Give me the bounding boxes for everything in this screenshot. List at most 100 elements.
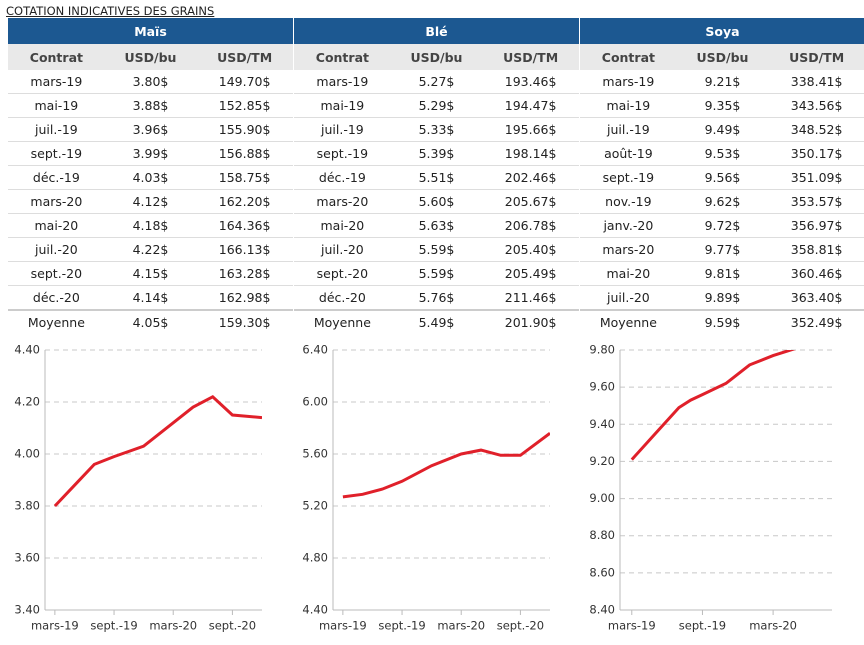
table-cell: sept.-19 [580, 165, 677, 190]
table-cell: sept.-19 [8, 141, 105, 166]
table-cell: 5.63$ [390, 213, 483, 238]
column-header: USD/bu [676, 44, 769, 70]
column-header: USD/bu [104, 44, 197, 70]
group-header: Blé [294, 18, 579, 44]
table-row: mars-19 9.21$ 338.41$ [580, 70, 864, 94]
table-row: juil.-20 5.59$ 205.40$ [294, 237, 579, 262]
y-tick-label: 9.60 [589, 380, 615, 394]
table-row: déc.-19 4.03$ 158.75$ [8, 165, 293, 190]
column-header: USD/TM [768, 44, 864, 70]
y-tick-label: 4.00 [14, 447, 40, 461]
y-tick-label: 5.60 [302, 447, 328, 461]
table-row: août-19 9.53$ 350.17$ [580, 141, 864, 166]
x-tick-label: mars-19 [608, 619, 656, 633]
table-cell: 352.49$ [768, 309, 864, 334]
price-table: Maïs Contrat USD/bu USD/TM mars-19 3.80$ 149.7… [8, 18, 293, 334]
x-tick-label: sept.-20 [209, 619, 256, 633]
price-table: Blé Contrat USD/bu USD/TM mars-19 5.27$ 193.46… [294, 18, 579, 334]
table-cell: 5.33$ [390, 117, 483, 142]
table-cell: 9.77$ [676, 237, 769, 262]
table-cell: 4.18$ [104, 213, 197, 238]
table-row: Moyenne 9.59$ 352.49$ [580, 309, 864, 334]
table-cell: 4.05$ [104, 309, 197, 334]
table-row: mars-19 3.80$ 149.70$ [8, 70, 293, 94]
table-cell: 5.51$ [390, 165, 483, 190]
table-cell: 9.62$ [676, 189, 769, 214]
table-cell: Moyenne [294, 309, 391, 334]
table-cell: 351.09$ [768, 165, 864, 190]
column-header: USD/TM [196, 44, 293, 70]
table-cell: 4.12$ [104, 189, 197, 214]
x-tick-label: sept.-19 [90, 619, 137, 633]
table-cell: 152.85$ [196, 93, 293, 118]
table-cell: 149.70$ [196, 70, 293, 94]
table-cell: déc.-19 [8, 165, 105, 190]
table-cell: mai-20 [580, 261, 677, 286]
price-line [342, 431, 550, 499]
column-header: Contrat [580, 44, 677, 70]
table-cell: 193.46$ [482, 70, 579, 94]
table-cell: sept.-20 [8, 261, 105, 286]
table-cell: 5.29$ [390, 93, 483, 118]
table-row: mai-20 4.18$ 164.36$ [8, 213, 293, 238]
y-tick-label: 8.40 [589, 603, 615, 617]
table-cell: 201.90$ [482, 309, 579, 334]
group-header-row: Maïs [8, 18, 293, 44]
table-cell: sept.-20 [294, 261, 391, 286]
table-cell: Moyenne [8, 309, 105, 334]
y-tick-label: 4.20 [14, 395, 40, 409]
table-row: mai-20 5.63$ 206.78$ [294, 213, 579, 238]
table-cell: mai-20 [8, 213, 105, 238]
table-row: sept.-19 3.99$ 156.88$ [8, 141, 293, 166]
table-cell: 5.59$ [390, 237, 483, 262]
table-row: juil.-19 9.49$ 348.52$ [580, 117, 864, 142]
price-line [630, 350, 796, 461]
y-tick-label: 5.20 [302, 499, 328, 513]
table-cell: 9.21$ [676, 70, 769, 94]
table-cell: 343.56$ [768, 93, 864, 118]
table-row: sept.-19 9.56$ 351.09$ [580, 165, 864, 190]
table-row: juil.-20 4.22$ 166.13$ [8, 237, 293, 262]
table-row: Moyenne 5.49$ 201.90$ [294, 309, 579, 334]
column-header-row: Contrat USD/bu USD/TM [580, 44, 864, 70]
x-tick-label: mars-19 [319, 619, 367, 633]
table-cell: 9.35$ [676, 93, 769, 118]
table-cell: 9.59$ [676, 309, 769, 334]
x-tick-label: mars-19 [31, 619, 79, 633]
table-cell: 202.46$ [482, 165, 579, 190]
column-header: USD/TM [482, 44, 579, 70]
y-tick-label: 3.40 [14, 603, 40, 617]
table-cell: 155.90$ [196, 117, 293, 142]
table-cell: 350.17$ [768, 141, 864, 166]
x-tick-label: mars-20 [749, 619, 797, 633]
table-row: sept.-20 5.59$ 205.49$ [294, 261, 579, 286]
table-cell: 4.03$ [104, 165, 197, 190]
y-tick-label: 9.80 [589, 343, 615, 357]
table-cell: juil.-19 [8, 117, 105, 142]
table-row: juil.-20 9.89$ 363.40$ [580, 285, 864, 311]
table-cell: 206.78$ [482, 213, 579, 238]
table-cell: 360.46$ [768, 261, 864, 286]
table-cell: mai-20 [294, 213, 391, 238]
y-tick-label: 6.40 [302, 343, 328, 357]
price-table: Soya Contrat USD/bu USD/TM mars-19 9.21$ 338.4… [580, 18, 864, 334]
table-cell: 9.53$ [676, 141, 769, 166]
price-line [53, 394, 262, 508]
table-row: mai-19 9.35$ 343.56$ [580, 93, 864, 118]
table-row: juil.-19 5.33$ 195.66$ [294, 117, 579, 142]
table-row: juil.-19 3.96$ 155.90$ [8, 117, 293, 142]
table-cell: 5.49$ [390, 309, 483, 334]
table-cell: 159.30$ [196, 309, 293, 334]
y-tick-label: 3.80 [14, 499, 40, 513]
table-cell: Moyenne [580, 309, 677, 334]
table-cell: juil.-19 [580, 117, 677, 142]
table-cell: mars-19 [294, 70, 391, 94]
table-row: déc.-19 5.51$ 202.46$ [294, 165, 579, 190]
x-tick-label: mars-20 [437, 619, 485, 633]
group-header-row: Blé [294, 18, 579, 44]
table-row: déc.-20 5.76$ 211.46$ [294, 285, 579, 311]
table-cell: 3.99$ [104, 141, 197, 166]
table-cell: mars-20 [8, 189, 105, 214]
table-cell: juil.-20 [580, 285, 677, 311]
